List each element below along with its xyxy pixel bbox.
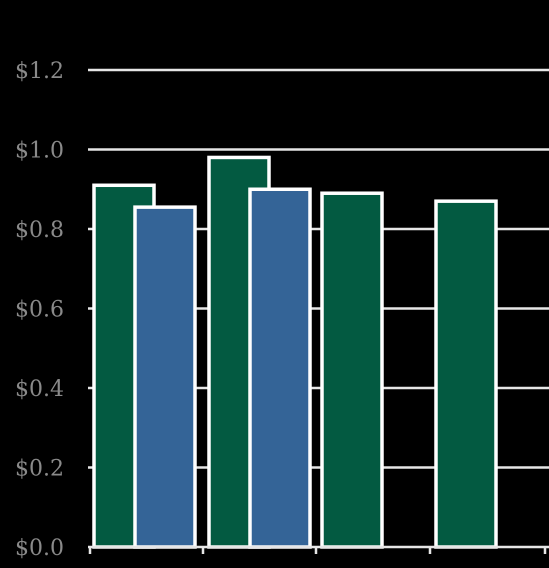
bar <box>133 205 197 549</box>
bars <box>92 155 498 549</box>
y-tick-label: $0.0 <box>15 536 64 561</box>
x-axis <box>88 545 549 554</box>
bar <box>434 199 498 549</box>
y-tick-label: $1.2 <box>15 59 64 84</box>
y-axis-tick-labels: $0.0 $0.2 $0.4 $0.6 $0.8 $1.0 $1.2 <box>15 59 64 561</box>
y-tick-label: $0.6 <box>15 298 64 323</box>
y-tick-label: $0.8 <box>15 218 64 243</box>
bar <box>320 191 384 549</box>
y-tick-label: $0.4 <box>15 377 64 402</box>
bar <box>248 187 312 549</box>
y-tick-label: $0.2 <box>15 457 64 482</box>
y-tick-label: $1.0 <box>15 139 64 164</box>
